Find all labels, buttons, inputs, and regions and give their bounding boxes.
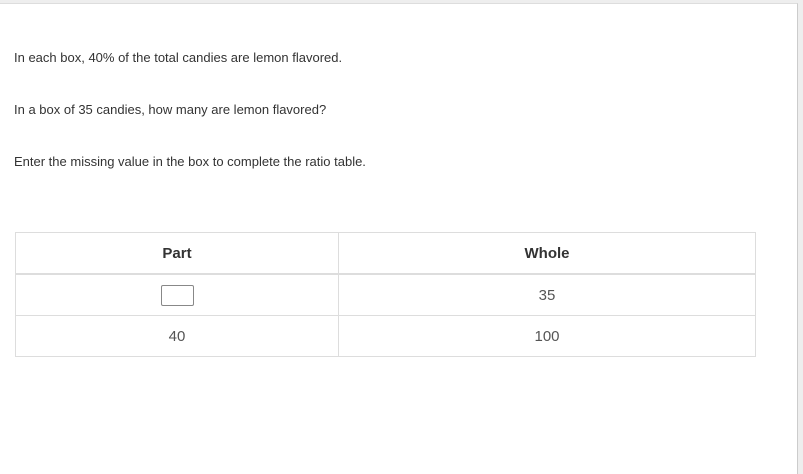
question-panel: In each box, 40% of the total candies ar…	[0, 3, 798, 474]
whole-cell: 35	[338, 273, 756, 316]
question-text-2: In a box of 35 candies, how many are lem…	[14, 102, 327, 117]
part-cell: 40	[15, 315, 339, 357]
instruction-text: Enter the missing value in the box to co…	[14, 154, 366, 169]
whole-cell: 100	[338, 315, 756, 357]
part-cell	[15, 273, 339, 316]
ratio-table: Part Whole 35 40 100	[15, 232, 756, 357]
header-whole: Whole	[338, 232, 756, 275]
header-part: Part	[15, 232, 339, 275]
missing-part-input[interactable]	[160, 284, 194, 306]
question-text-1: In each box, 40% of the total candies ar…	[14, 50, 343, 65]
table-row: 35	[15, 273, 756, 316]
table-header-row: Part Whole	[15, 232, 756, 275]
table-row: 40 100	[15, 315, 756, 357]
